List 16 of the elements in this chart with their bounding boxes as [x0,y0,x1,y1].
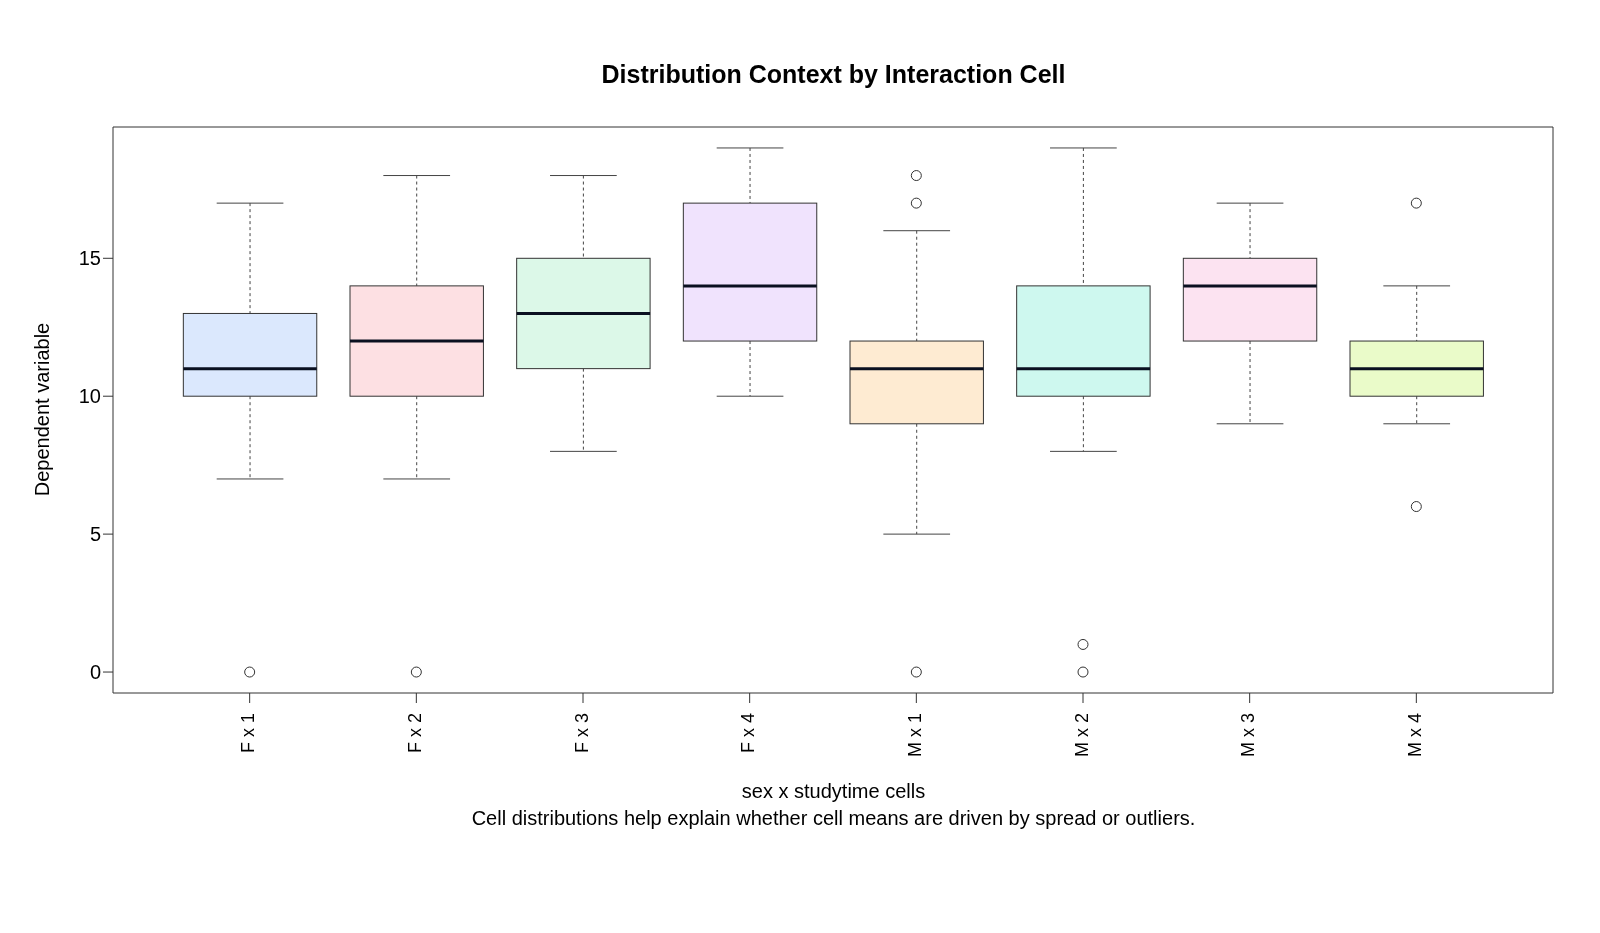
x-tick-label: F x 4 [738,713,759,754]
y-tick-label: 15 [78,247,101,270]
y-tick-label: 5 [89,523,101,546]
x-tick-label: F x 2 [405,713,426,754]
x-tick-label: M x 3 [1238,713,1259,758]
chart-title: Distribution Context by Interaction Cell [600,60,1067,89]
y-axis-title: Dependent variable [31,322,55,497]
x-tick-label: F x 1 [238,713,259,754]
x-tick-label: M x 4 [1405,713,1426,758]
x-tick-label: M x 2 [1071,713,1092,758]
x-tick-label: M x 1 [905,713,926,758]
x-tick-label: F x 3 [571,713,592,754]
text: Cell distributions help explain whether cell means are driven by spread or outliers. [470,807,1197,830]
y-tick-label: 10 [78,385,101,408]
y-tick-label: 0 [89,661,101,684]
x-axis-title: sex x studytime cells [740,780,927,803]
